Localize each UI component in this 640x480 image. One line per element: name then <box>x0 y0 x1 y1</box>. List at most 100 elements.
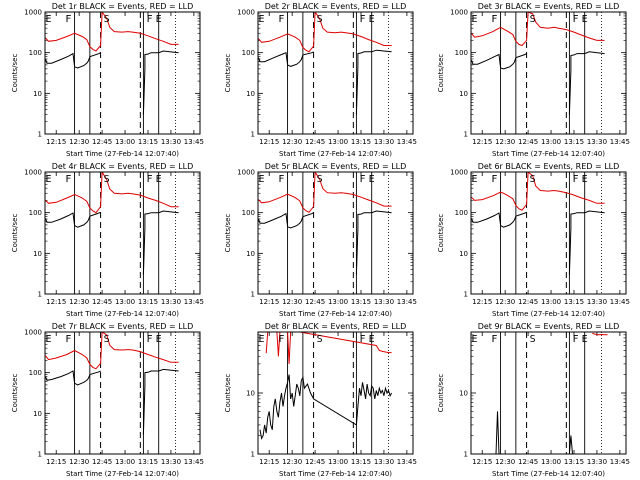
x-tick-label: 12:30 <box>495 138 515 146</box>
x-tick-label: 12:15 <box>46 138 66 146</box>
y-tick-label: 10 <box>33 250 42 258</box>
state-flag-label: E <box>472 334 478 345</box>
y-tick-label: 1 <box>251 131 255 139</box>
x-tick-label: 12:15 <box>472 458 492 466</box>
x-tick-label: 13:15 <box>351 298 371 306</box>
y-tick-label: 1 <box>38 291 42 299</box>
series-line <box>258 49 392 115</box>
plot-frame <box>44 331 201 455</box>
state-flag-label: F <box>359 334 365 345</box>
series-lld <box>592 332 608 336</box>
x-tick-label: 13:30 <box>161 138 181 146</box>
x-tick-label: 13:30 <box>587 298 607 306</box>
y-tick-label: 10 <box>246 90 255 98</box>
series-lld <box>258 172 392 213</box>
series-events <box>45 210 179 275</box>
chart-title: Det 7r BLACK = Events, RED = LLD <box>52 322 194 331</box>
x-tick-label: 12:15 <box>259 138 279 146</box>
chart-panel-1: Det 1r BLACK = Events, RED = LLD Counts/s… <box>11 2 204 158</box>
x-tick-label: 13:15 <box>138 138 158 146</box>
chart-panel-8: Det 8r BLACK = Events, RED = LLD Counts/s… <box>224 322 417 478</box>
x-tick-label: 12:15 <box>472 138 492 146</box>
x-tick-label: 13:45 <box>184 458 204 466</box>
x-tick-label: 13:15 <box>351 458 371 466</box>
x-axis-label: Start Time (27-Feb-14 12:07:40) <box>492 310 605 318</box>
x-tick-label: 12:45 <box>92 298 112 306</box>
x-tick-label: 13:15 <box>564 298 584 306</box>
x-tick-label: 13:15 <box>564 138 584 146</box>
plot-frame <box>257 331 414 455</box>
x-axis-label: Start Time (27-Feb-14 12:07:40) <box>279 470 392 478</box>
x-tick-label: 13:45 <box>610 298 630 306</box>
y-tick-label: 100 <box>29 369 42 377</box>
y-tick-label: 1000 <box>24 9 42 17</box>
chart-panel-2: Det 2r BLACK = Events, RED = LLD Counts/s… <box>224 2 417 158</box>
plot-area <box>45 172 179 294</box>
state-flag-label: E <box>582 334 588 345</box>
y-axis-label: Counts/sec <box>437 54 445 93</box>
series-events <box>259 374 393 440</box>
x-tick-label: 13:45 <box>397 458 417 466</box>
series-lld <box>471 12 605 47</box>
state-flag-label: F <box>146 334 152 345</box>
state-flag-label: E <box>472 174 478 185</box>
state-flag-label: E <box>259 334 265 345</box>
x-tick-label: 12:45 <box>305 138 325 146</box>
plot-area <box>471 12 605 134</box>
x-tick-label: 13:00 <box>541 138 561 146</box>
chart-title: Det 4r BLACK = Events, RED = LLD <box>52 162 194 171</box>
x-axis-label: Start Time (27-Feb-14 12:07:40) <box>66 150 179 158</box>
series-events <box>471 51 605 115</box>
plot-area <box>259 332 393 454</box>
state-flag-label: S <box>104 14 110 25</box>
series-line <box>471 210 605 275</box>
x-tick-label: 12:45 <box>92 138 112 146</box>
y-tick-label: 1000 <box>24 169 42 177</box>
plot-area <box>258 172 392 294</box>
y-tick-label: 1 <box>464 131 468 139</box>
state-flag-label: F <box>278 14 284 25</box>
x-tick-label: 13:15 <box>351 138 371 146</box>
x-tick-label: 12:15 <box>259 298 279 306</box>
state-flag-label: F <box>65 14 71 25</box>
x-tick-label: 13:45 <box>397 138 417 146</box>
x-tick-label: 13:00 <box>115 458 135 466</box>
y-tick-label: 100 <box>242 209 255 217</box>
x-tick-label: 12:45 <box>518 458 538 466</box>
plot-area <box>45 12 179 134</box>
x-tick-label: 12:15 <box>259 458 279 466</box>
state-flag-label: S <box>317 14 323 25</box>
chart-panel-7: Det 7r BLACK = Events, RED = LLD Counts/s… <box>11 322 204 478</box>
x-tick-label: 12:15 <box>46 458 66 466</box>
x-tick-label: 13:30 <box>161 458 181 466</box>
x-tick-label: 13:30 <box>587 458 607 466</box>
state-flag-label: F <box>278 174 284 185</box>
y-axis-label: Counts/sec <box>11 374 19 413</box>
state-flag-label: E <box>369 334 375 345</box>
chart-panel-4: Det 4r BLACK = Events, RED = LLD Counts/s… <box>11 162 204 318</box>
state-flag-label: F <box>146 174 152 185</box>
series-lld <box>471 172 605 211</box>
x-tick-label: 13:00 <box>328 298 348 306</box>
series-events <box>258 49 392 115</box>
series-events <box>45 50 179 115</box>
chart-title: Det 8r BLACK = Events, RED = LLD <box>265 322 407 331</box>
series-line <box>258 12 392 53</box>
x-axis-label: Start Time (27-Feb-14 12:07:40) <box>279 150 392 158</box>
plot-frame <box>44 11 201 135</box>
x-tick-label: 13:45 <box>610 138 630 146</box>
y-tick-label: 1 <box>38 451 42 459</box>
state-flag-label: E <box>472 14 478 25</box>
y-tick-label: 1000 <box>237 169 255 177</box>
y-tick-label: 10 <box>459 250 468 258</box>
x-tick-label: 13:15 <box>564 458 584 466</box>
chart-title: Det 6r BLACK = Events, RED = LLD <box>478 162 620 171</box>
state-flag-label: F <box>491 174 497 185</box>
series-line <box>495 411 573 454</box>
x-tick-label: 13:00 <box>328 458 348 466</box>
state-flag-label: F <box>359 174 365 185</box>
y-tick-label: 100 <box>29 49 42 57</box>
state-flag-label: E <box>369 174 375 185</box>
plot-frame <box>470 171 627 295</box>
